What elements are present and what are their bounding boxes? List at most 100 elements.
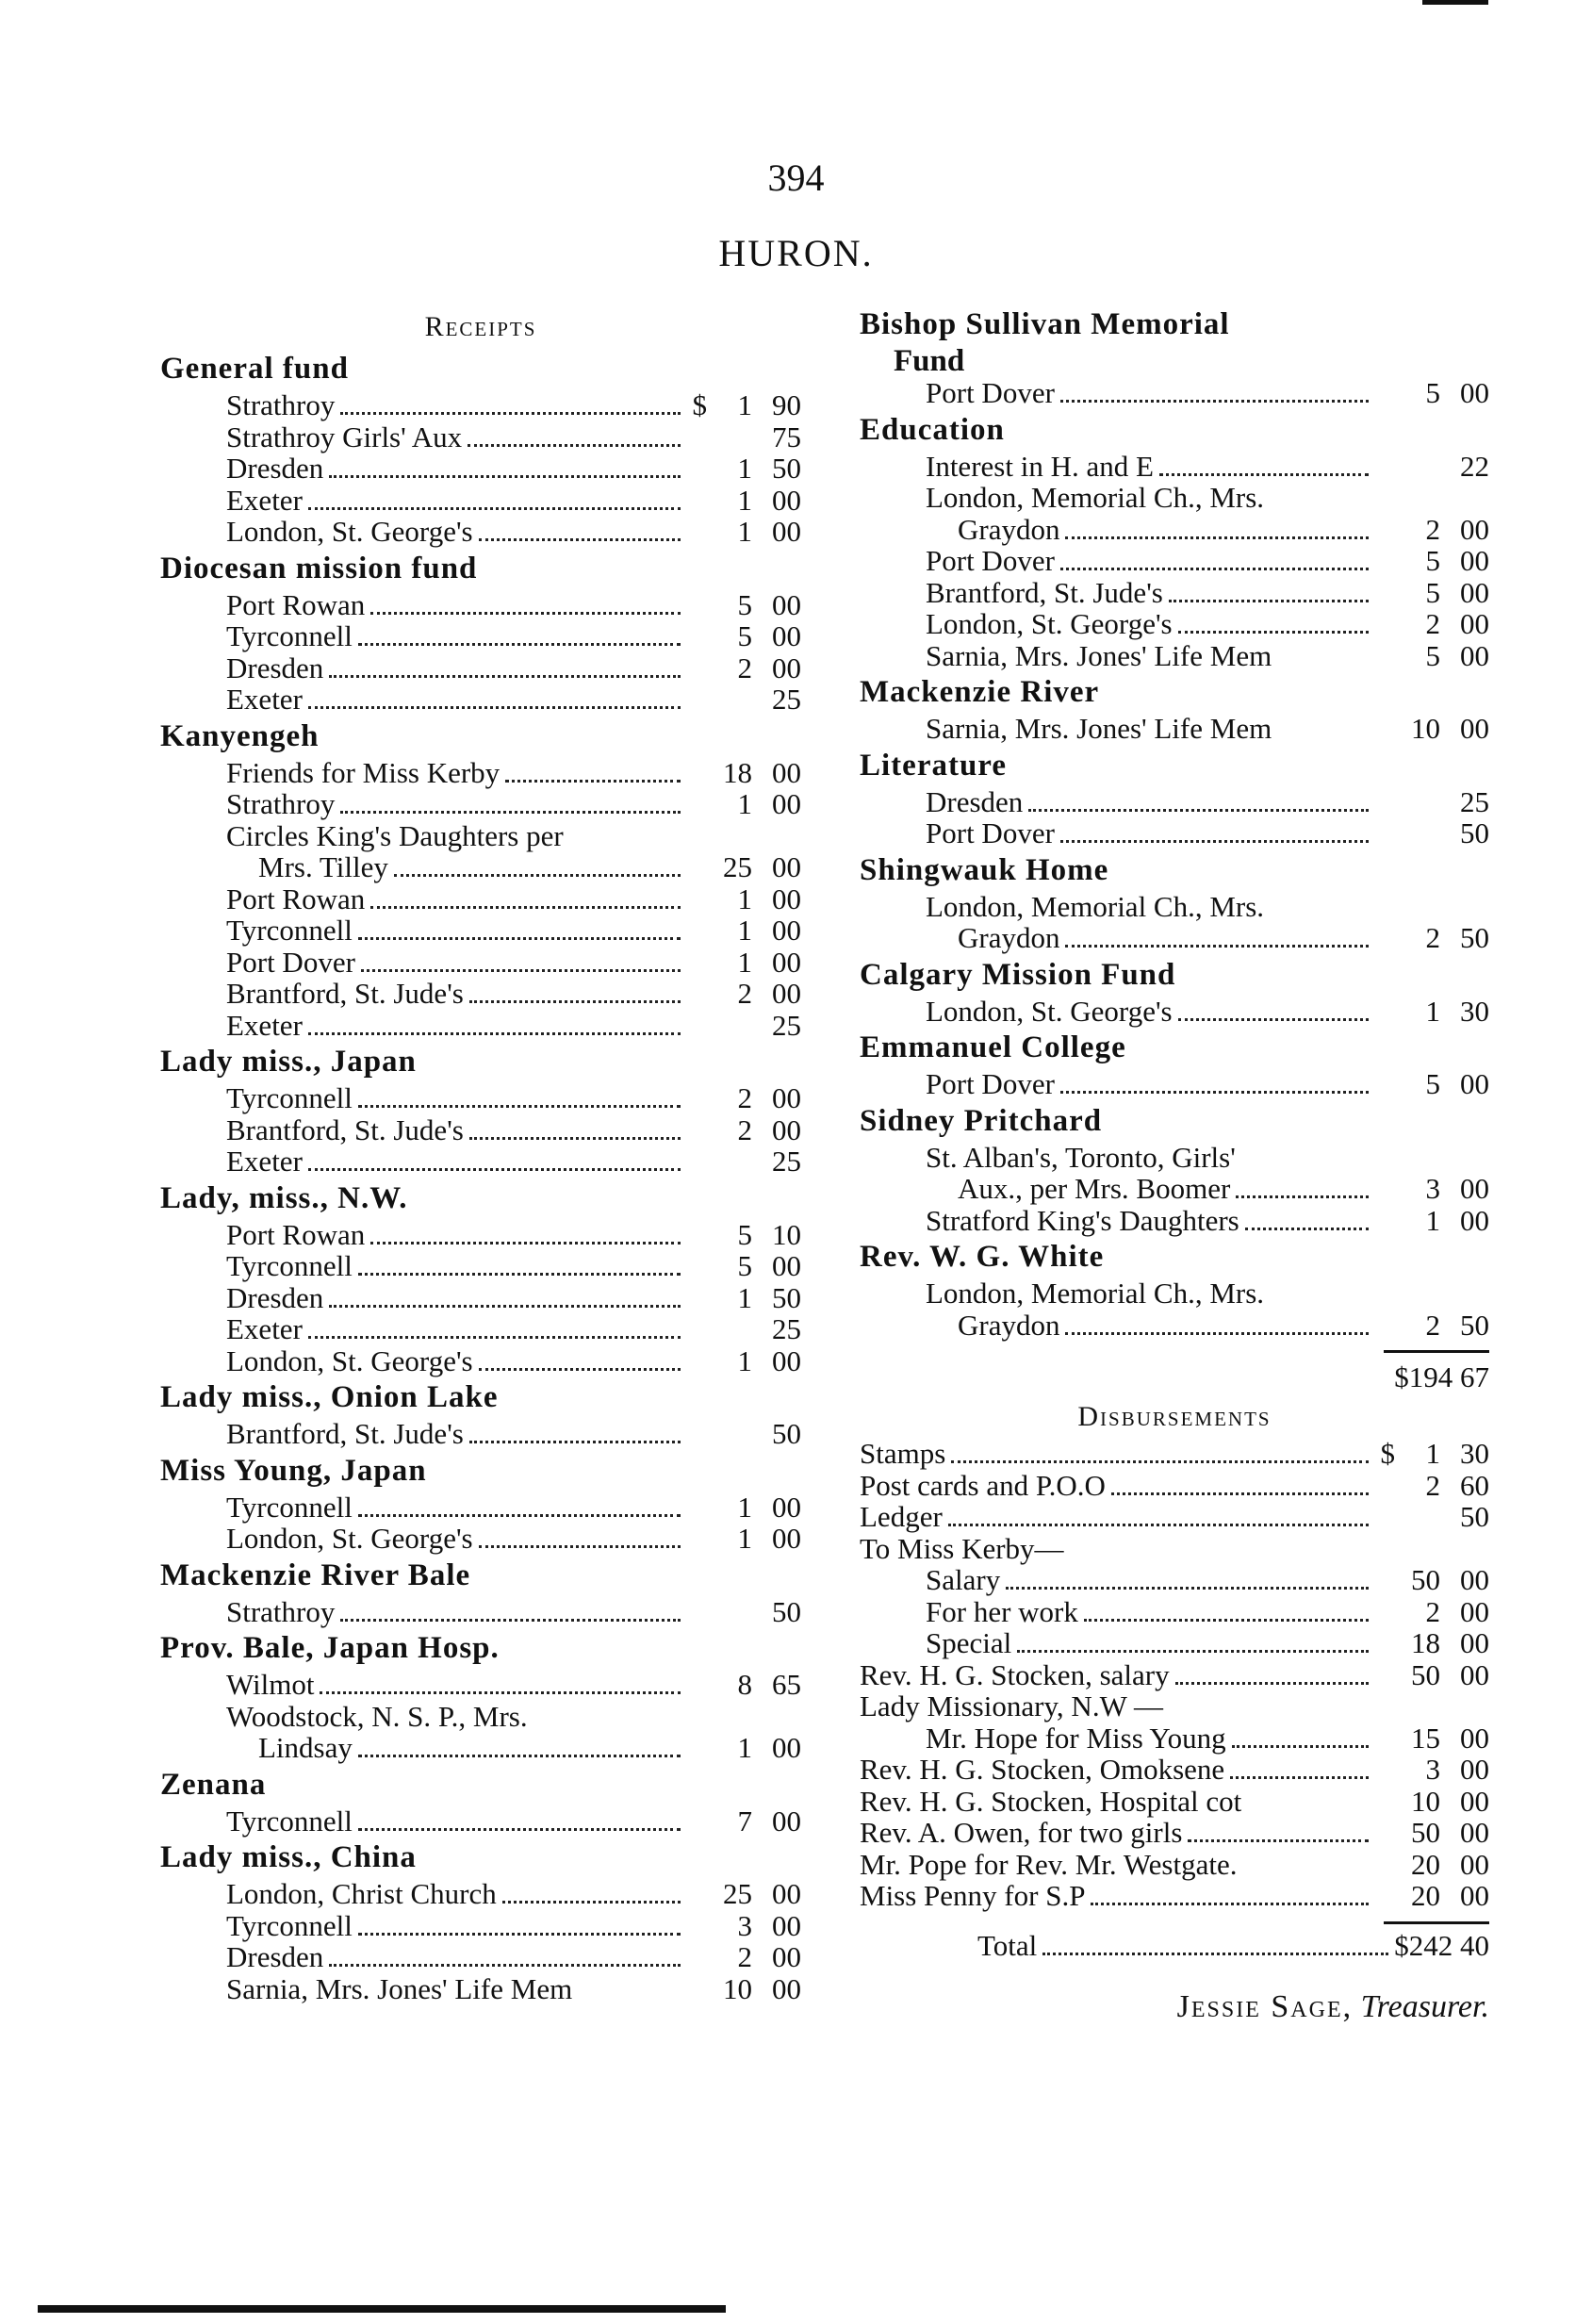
amount-cents: 00: [1460, 376, 1489, 409]
dot-leader: [1177, 1017, 1369, 1021]
dot-leader: [357, 642, 681, 646]
entry-label: Exeter: [226, 1008, 303, 1042]
entry-row: Strathroy $1 90: [160, 389, 801, 421]
amount-dollars: 2: [737, 651, 753, 684]
entry-label: Mr. Hope for Miss Young: [926, 1721, 1226, 1755]
fund-heading: Lady, miss., N.W.: [160, 1180, 408, 1215]
fund-heading: Education: [860, 412, 1005, 447]
entry-label: Special: [926, 1626, 1012, 1659]
entry-row: London, St. George's 1 00: [160, 1343, 801, 1377]
entry-row: Sarnia, Mrs. Jones' Life Mem 10 00: [860, 713, 1489, 745]
amount-cents: 00: [1460, 1594, 1489, 1628]
amount-cents: 00: [772, 1249, 801, 1282]
dot-leader: [501, 1900, 681, 1904]
dot-leader: [1059, 399, 1369, 403]
entry-label: Interest in H. and E: [926, 449, 1154, 483]
dot-leader: [468, 1136, 681, 1140]
entry-label: Dresden: [926, 784, 1024, 818]
entry-row: Dresden 2 00: [160, 1941, 801, 1973]
entry-label: London, Memorial Ch., Mrs.: [926, 1277, 1265, 1310]
entry-row: Dresden 2 00: [160, 651, 801, 684]
entry-label: Tyrconnell: [226, 1908, 353, 1942]
page-title: HURON.: [718, 232, 874, 274]
amount-dollars: 3: [1425, 1753, 1441, 1786]
fund-section: General fund Strathroy $1 90 Strathroy Girls…: [160, 348, 801, 548]
dot-leader: [478, 1544, 681, 1548]
fund-section: Bishop Sullivan Memorial Fund Port Dover 5 0…: [860, 304, 1489, 409]
dot-leader: [1028, 808, 1369, 812]
entry-label: Tyrconnell: [226, 619, 353, 652]
dot-leader: [307, 705, 681, 709]
amount-dollars: 1: [737, 1522, 753, 1555]
dot-leader: [357, 1827, 681, 1831]
entry-row: Dresden 1 50: [160, 453, 801, 485]
entry-row: Stratford King's Daughters 1 00: [860, 1204, 1489, 1237]
dot-leader: [357, 936, 681, 940]
entry-row: Tyrconnell 1 00: [160, 915, 801, 947]
amount-cents: 00: [772, 1343, 801, 1377]
amount-cents: 00: [772, 977, 801, 1010]
entry-row: Strathroy 1 00: [160, 788, 801, 820]
amount-cents: 00: [772, 1804, 801, 1838]
amount-cents: 00: [772, 1971, 801, 2005]
entry-label: Port Rowan: [226, 1217, 366, 1251]
amount-dollars: 3: [1425, 1172, 1441, 1205]
entry-row: Miss Penny for S.P 20 00: [860, 1880, 1489, 1912]
entry-label: For her work: [926, 1594, 1078, 1628]
amount-cents: 00: [1460, 712, 1489, 745]
fund-heading: Lady miss., Onion Lake: [160, 1380, 499, 1414]
dot-leader: [329, 674, 681, 678]
fund-section: Calgary Mission Fund London, St. George's…: [860, 954, 1489, 1028]
entry-row: Wilmot 8 65: [160, 1669, 801, 1701]
amount-cents: 00: [772, 619, 801, 652]
entry-row: Port Dover 1 00: [160, 946, 801, 979]
amount-cents: 30: [1460, 1437, 1489, 1470]
entry-label: Miss Penny for S.P: [860, 1879, 1086, 1912]
entry-label: Graydon: [958, 512, 1060, 546]
dot-leader: [468, 1440, 681, 1443]
entry-row: London, Memorial Ch., Mrs.: [860, 1277, 1489, 1310]
amount-cents: 00: [772, 483, 801, 517]
entry-label: Rev. H. G. Stocken, Omoksene: [860, 1753, 1225, 1786]
amount-cents: 00: [772, 755, 801, 789]
entry-label: Strathroy: [226, 1594, 336, 1628]
amount-dollars: 25: [723, 850, 752, 883]
amount-cents: 10: [772, 1217, 801, 1251]
dot-leader: [370, 1241, 681, 1244]
dot-leader: [370, 611, 681, 615]
amount-dollars: 2: [1425, 1468, 1441, 1502]
entry-label: London, St. George's: [226, 515, 473, 548]
dot-leader: [307, 506, 681, 510]
entry-label: London, St. George's: [926, 994, 1173, 1028]
dot-leader: [357, 1754, 681, 1757]
fund-section: Rev. W. G. White London, Memorial Ch., Mr…: [860, 1236, 1489, 1341]
entry-label: London, Memorial Ch., Mrs.: [926, 889, 1265, 923]
entry-row: Exeter 25: [160, 1146, 801, 1178]
dot-leader: [1110, 1492, 1369, 1495]
entry-label: Port Rowan: [226, 882, 366, 915]
entry-label: Brantford, St. Jude's: [226, 1417, 464, 1450]
amount-cents: 00: [1460, 1784, 1489, 1818]
dot-leader: [1244, 1227, 1369, 1230]
amount-cents: 00: [772, 651, 801, 684]
entry-row: Tyrconnell 2 00: [160, 1082, 801, 1114]
page-number: 394: [767, 157, 825, 199]
entry-label: Sarnia, Mrs. Jones' Life Mem: [926, 638, 1272, 672]
dot-leader: [1065, 1331, 1369, 1335]
amount-cents: 00: [772, 1113, 801, 1146]
amount-dollars: 2: [1425, 1594, 1441, 1628]
amount-cents: 00: [772, 1081, 801, 1114]
fund-section: Kanyengeh Friends for Miss Kerby 18 00 Strat…: [160, 716, 801, 1042]
amount-dollars: 20: [1411, 1879, 1440, 1912]
entry-row: Port Rowan 5 10: [160, 1217, 801, 1251]
amount-cents: 00: [1460, 1172, 1489, 1205]
total-label: Total: [977, 1928, 1038, 1962]
dot-leader: [360, 968, 681, 972]
entry-label: Tyrconnell: [226, 1490, 353, 1524]
fund-heading: Kanyengeh: [160, 718, 320, 753]
fund-heading: Mackenzie River: [860, 675, 1100, 709]
fund-heading: Lady miss., China: [160, 1840, 417, 1874]
dot-leader: [478, 537, 681, 541]
entry-row: Sarnia, Mrs. Jones' Life Mem 5 00: [860, 638, 1489, 672]
entry-row: To Miss Kerby—: [860, 1532, 1489, 1565]
